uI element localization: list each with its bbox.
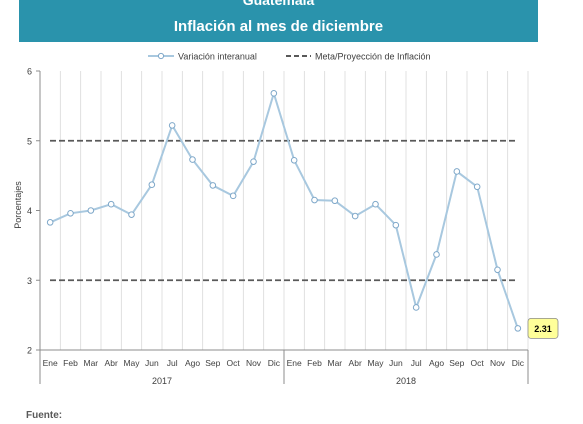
data-point: [270, 90, 278, 97]
data-point: [67, 209, 74, 217]
callout-box: [527, 317, 559, 339]
data-point: [148, 181, 156, 188]
data-point: [514, 325, 522, 332]
data-point: [372, 200, 379, 208]
x-tick-label: Sep: [205, 358, 220, 368]
target-lines: [50, 139, 516, 282]
y-tick-labels: 2 3 4 5 6: [27, 67, 40, 356]
series-points: [46, 90, 522, 332]
x-tick-label: Mar: [84, 358, 99, 368]
y-tick-label: 3: [27, 276, 32, 286]
x-tick-label: Jul: [167, 358, 178, 368]
y-tick-label: 2: [27, 346, 32, 356]
data-point: [290, 156, 298, 164]
x-tick-label: Jun: [389, 358, 403, 368]
x-tick-label: Feb: [63, 358, 78, 368]
x-tick-label: May: [367, 358, 384, 368]
x-tick-label: Ene: [287, 358, 302, 368]
x-tick-label: Ene: [43, 358, 58, 368]
x-tick-label: Jun: [145, 358, 159, 368]
legend-series-marker: [157, 52, 165, 60]
header-subtitle: Inflación al mes de diciembre: [173, 18, 384, 35]
x-tick-label: May: [123, 358, 140, 368]
vertical-gridlines: [59, 71, 529, 350]
x-tick-label: Feb: [307, 358, 322, 368]
x-tick-label: Ago: [429, 358, 444, 368]
x-tick-label: Dic: [512, 358, 525, 368]
x-tick-label: Nov: [490, 358, 506, 368]
data-point: [453, 168, 461, 175]
data-point: [229, 192, 237, 200]
legend-target-label: Meta/Proyección de Inflación: [315, 52, 431, 62]
data-point: [351, 212, 359, 220]
data-point: [473, 183, 481, 191]
x-group-label: 2018: [396, 376, 416, 386]
x-tick-label: Oct: [471, 358, 485, 368]
x-tick-label: Dic: [268, 358, 281, 368]
callout-label: 2.31: [534, 324, 552, 334]
data-point: [209, 182, 217, 189]
y-axis-label: Porcentajes: [13, 181, 23, 229]
x-tick-label: Jul: [411, 358, 422, 368]
chart-legend: Variación interanual Meta/Proyección de …: [148, 52, 431, 62]
data-point: [46, 219, 54, 226]
x-tick-label: Oct: [227, 358, 241, 368]
data-point: [494, 266, 501, 274]
data-point: [392, 221, 400, 229]
chart-header: Guatemala Inflación al mes de diciembre: [19, 0, 538, 42]
x-tick-labels: Ene Feb Mar Abr May Jun Jul Ago Sep Oct Nov Dic Ene F…: [43, 358, 525, 368]
value-callout: 2.31: [527, 317, 559, 339]
data-point: [412, 304, 420, 311]
x-tick-label: Sep: [449, 358, 464, 368]
x-tick-label: Nov: [246, 358, 262, 368]
data-point: [189, 156, 196, 163]
source-label: Fuente:: [26, 410, 63, 421]
y-tick-label: 4: [27, 206, 32, 216]
x-tick-label: Mar: [328, 358, 343, 368]
data-point: [107, 200, 115, 208]
data-point: [87, 207, 95, 214]
data-point: [311, 196, 318, 204]
y-tick-label: 6: [27, 67, 32, 77]
header-country: Guatemala: [242, 0, 315, 8]
series-line-variacion: [49, 89, 519, 329]
legend-series-label: Variación interanual: [178, 52, 257, 62]
data-point: [250, 158, 257, 165]
data-point: [331, 197, 339, 205]
data-point: [433, 251, 440, 258]
y-tick-label: 5: [27, 136, 32, 146]
x-group-label: 2017: [152, 376, 172, 386]
x-tick-label: Ago: [185, 358, 200, 368]
data-point: [168, 122, 176, 129]
x-tick-label: Abr: [105, 358, 118, 368]
x-group-labels: 2017 2018: [152, 376, 416, 386]
data-point: [128, 211, 135, 218]
x-tick-label: Abr: [349, 358, 362, 368]
